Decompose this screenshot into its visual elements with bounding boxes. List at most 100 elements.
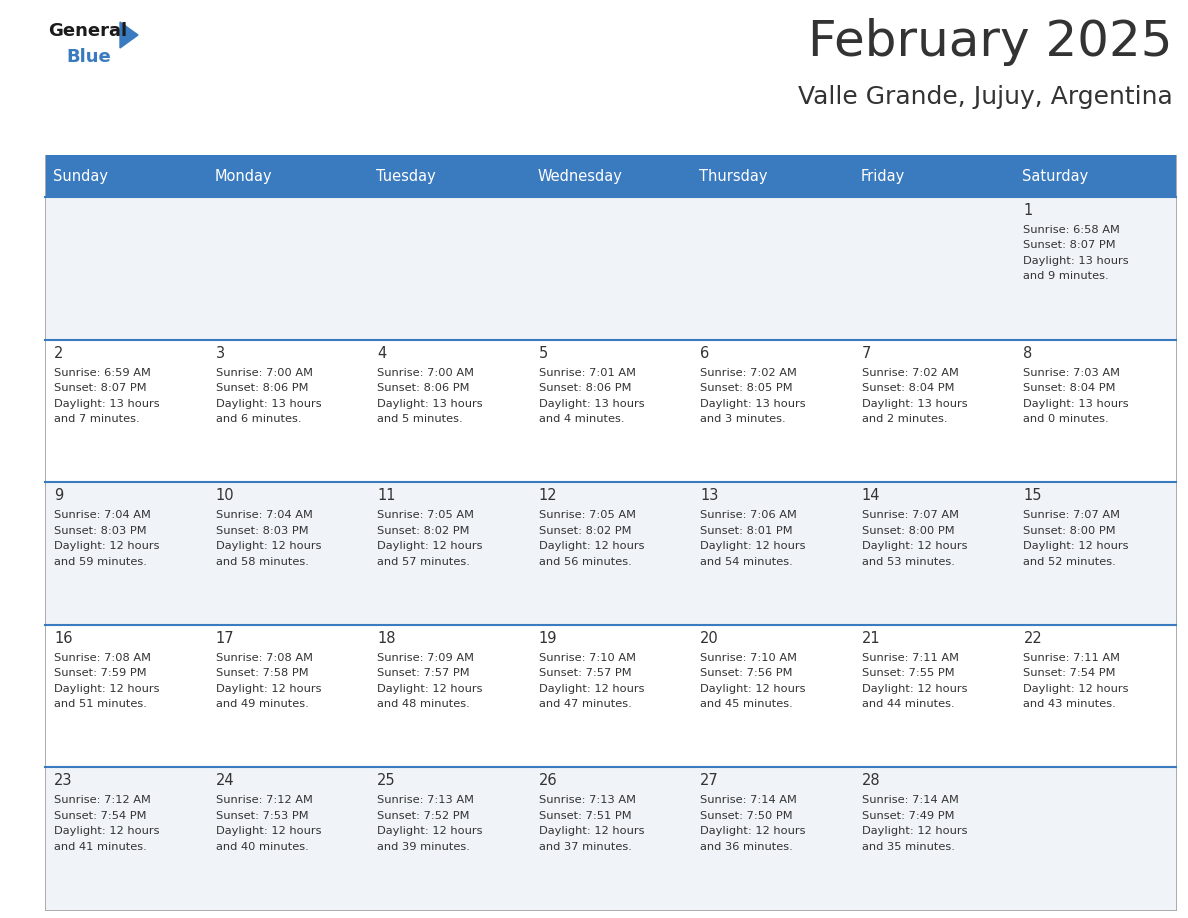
Text: Daylight: 13 hours: Daylight: 13 hours xyxy=(538,398,644,409)
Text: and 54 minutes.: and 54 minutes. xyxy=(700,556,794,566)
Text: Sunrise: 7:10 AM: Sunrise: 7:10 AM xyxy=(538,653,636,663)
Text: Sunrise: 7:12 AM: Sunrise: 7:12 AM xyxy=(215,795,312,805)
Text: Thursday: Thursday xyxy=(700,169,767,184)
Text: Daylight: 12 hours: Daylight: 12 hours xyxy=(53,542,159,551)
Text: and 2 minutes.: and 2 minutes. xyxy=(861,414,947,424)
Text: Sunrise: 7:10 AM: Sunrise: 7:10 AM xyxy=(700,653,797,663)
Text: 21: 21 xyxy=(861,631,880,645)
Text: Daylight: 12 hours: Daylight: 12 hours xyxy=(377,542,482,551)
Text: 12: 12 xyxy=(538,488,557,503)
Text: Sunset: 8:00 PM: Sunset: 8:00 PM xyxy=(1023,526,1116,536)
Text: Sunset: 7:57 PM: Sunset: 7:57 PM xyxy=(538,668,631,678)
Text: 17: 17 xyxy=(215,631,234,645)
Text: Sunrise: 7:01 AM: Sunrise: 7:01 AM xyxy=(538,367,636,377)
Text: 3: 3 xyxy=(215,345,225,361)
Text: Sunrise: 7:04 AM: Sunrise: 7:04 AM xyxy=(53,510,151,521)
Bar xyxy=(1015,482,1176,625)
Text: and 5 minutes.: and 5 minutes. xyxy=(377,414,463,424)
Bar xyxy=(207,767,368,910)
Text: Sunset: 7:54 PM: Sunset: 7:54 PM xyxy=(1023,668,1116,678)
Text: Sunset: 7:57 PM: Sunset: 7:57 PM xyxy=(377,668,469,678)
Bar xyxy=(45,340,207,482)
Text: Sunset: 8:06 PM: Sunset: 8:06 PM xyxy=(377,383,469,393)
Text: Sunrise: 7:08 AM: Sunrise: 7:08 AM xyxy=(215,653,312,663)
Text: and 3 minutes.: and 3 minutes. xyxy=(700,414,786,424)
Text: Daylight: 13 hours: Daylight: 13 hours xyxy=(53,398,159,409)
Text: Sunrise: 6:59 AM: Sunrise: 6:59 AM xyxy=(53,367,151,377)
Text: Daylight: 13 hours: Daylight: 13 hours xyxy=(700,398,805,409)
Text: and 7 minutes.: and 7 minutes. xyxy=(53,414,140,424)
Text: Daylight: 12 hours: Daylight: 12 hours xyxy=(700,826,805,836)
Text: Sunset: 7:59 PM: Sunset: 7:59 PM xyxy=(53,668,146,678)
Text: Sunrise: 7:03 AM: Sunrise: 7:03 AM xyxy=(1023,367,1120,377)
Bar xyxy=(207,625,368,767)
Text: Sunset: 7:51 PM: Sunset: 7:51 PM xyxy=(538,811,631,821)
Text: and 4 minutes.: and 4 minutes. xyxy=(538,414,624,424)
Text: Sunrise: 7:11 AM: Sunrise: 7:11 AM xyxy=(861,653,959,663)
Text: Daylight: 12 hours: Daylight: 12 hours xyxy=(215,542,321,551)
Text: Sunset: 8:04 PM: Sunset: 8:04 PM xyxy=(1023,383,1116,393)
Text: Sunset: 8:05 PM: Sunset: 8:05 PM xyxy=(700,383,792,393)
Text: and 9 minutes.: and 9 minutes. xyxy=(1023,272,1110,282)
Text: and 58 minutes.: and 58 minutes. xyxy=(215,556,309,566)
Text: 10: 10 xyxy=(215,488,234,503)
Bar xyxy=(368,767,530,910)
Text: Daylight: 12 hours: Daylight: 12 hours xyxy=(861,826,967,836)
Text: and 43 minutes.: and 43 minutes. xyxy=(1023,700,1117,710)
Text: 19: 19 xyxy=(538,631,557,645)
Bar xyxy=(530,625,691,767)
Text: 5: 5 xyxy=(538,345,548,361)
Text: General: General xyxy=(48,22,127,40)
Text: 26: 26 xyxy=(538,773,557,789)
Bar xyxy=(853,197,1015,340)
Text: Sunset: 8:04 PM: Sunset: 8:04 PM xyxy=(861,383,954,393)
Text: Daylight: 13 hours: Daylight: 13 hours xyxy=(861,398,967,409)
Text: Sunrise: 7:07 AM: Sunrise: 7:07 AM xyxy=(1023,510,1120,521)
Text: Daylight: 12 hours: Daylight: 12 hours xyxy=(53,684,159,694)
Text: Tuesday: Tuesday xyxy=(377,169,436,184)
Text: Daylight: 12 hours: Daylight: 12 hours xyxy=(1023,684,1129,694)
Text: Sunrise: 7:05 AM: Sunrise: 7:05 AM xyxy=(538,510,636,521)
Text: Daylight: 12 hours: Daylight: 12 hours xyxy=(1023,542,1129,551)
Text: Sunrise: 7:02 AM: Sunrise: 7:02 AM xyxy=(861,367,959,377)
Text: Sunset: 8:02 PM: Sunset: 8:02 PM xyxy=(377,526,469,536)
Text: 16: 16 xyxy=(53,631,72,645)
Text: Sunset: 8:00 PM: Sunset: 8:00 PM xyxy=(861,526,954,536)
Text: 9: 9 xyxy=(53,488,63,503)
Bar xyxy=(1015,197,1176,340)
Text: Daylight: 12 hours: Daylight: 12 hours xyxy=(377,684,482,694)
Text: and 57 minutes.: and 57 minutes. xyxy=(377,556,470,566)
Text: Sunset: 8:03 PM: Sunset: 8:03 PM xyxy=(53,526,146,536)
Text: Sunrise: 6:58 AM: Sunrise: 6:58 AM xyxy=(1023,225,1120,235)
Text: 6: 6 xyxy=(700,345,709,361)
Text: Daylight: 12 hours: Daylight: 12 hours xyxy=(861,542,967,551)
Text: Sunrise: 7:14 AM: Sunrise: 7:14 AM xyxy=(861,795,959,805)
Bar xyxy=(853,482,1015,625)
Bar xyxy=(368,340,530,482)
Text: Sunset: 7:58 PM: Sunset: 7:58 PM xyxy=(215,668,308,678)
Text: Sunrise: 7:07 AM: Sunrise: 7:07 AM xyxy=(861,510,959,521)
Bar xyxy=(530,155,691,197)
Text: Sunrise: 7:12 AM: Sunrise: 7:12 AM xyxy=(53,795,151,805)
Text: Daylight: 12 hours: Daylight: 12 hours xyxy=(700,684,805,694)
Text: Daylight: 12 hours: Daylight: 12 hours xyxy=(215,826,321,836)
Text: Sunrise: 7:14 AM: Sunrise: 7:14 AM xyxy=(700,795,797,805)
Text: Sunrise: 7:08 AM: Sunrise: 7:08 AM xyxy=(53,653,151,663)
Text: and 52 minutes.: and 52 minutes. xyxy=(1023,556,1117,566)
Bar xyxy=(853,625,1015,767)
Bar xyxy=(368,197,530,340)
Text: Daylight: 12 hours: Daylight: 12 hours xyxy=(215,684,321,694)
Text: Daylight: 12 hours: Daylight: 12 hours xyxy=(377,826,482,836)
Bar xyxy=(1015,767,1176,910)
Text: 23: 23 xyxy=(53,773,72,789)
Text: Sunset: 8:03 PM: Sunset: 8:03 PM xyxy=(215,526,308,536)
Text: and 49 minutes.: and 49 minutes. xyxy=(215,700,309,710)
Text: Saturday: Saturday xyxy=(1023,169,1088,184)
Text: and 39 minutes.: and 39 minutes. xyxy=(377,842,470,852)
Text: 7: 7 xyxy=(861,345,871,361)
Text: Sunset: 7:56 PM: Sunset: 7:56 PM xyxy=(700,668,792,678)
Text: Valle Grande, Jujuy, Argentina: Valle Grande, Jujuy, Argentina xyxy=(798,85,1173,109)
Text: 20: 20 xyxy=(700,631,719,645)
Text: Sunset: 8:02 PM: Sunset: 8:02 PM xyxy=(538,526,631,536)
Text: 8: 8 xyxy=(1023,345,1032,361)
